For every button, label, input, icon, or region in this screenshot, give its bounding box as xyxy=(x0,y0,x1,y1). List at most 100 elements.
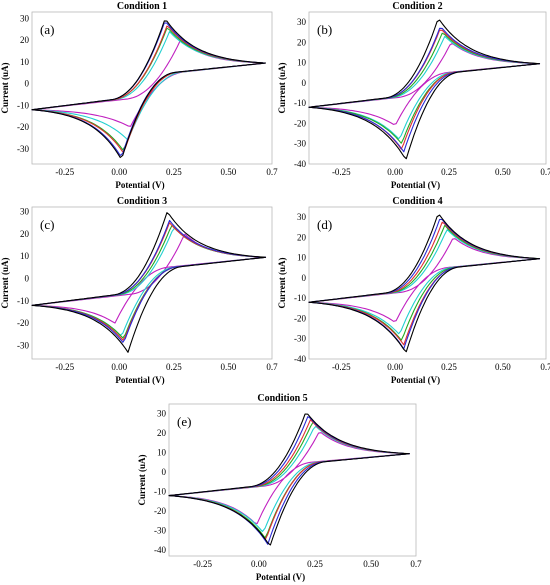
cv-curve xyxy=(308,221,541,346)
plot-frame xyxy=(168,403,417,557)
x-tick-label: 0.00 xyxy=(387,167,403,177)
cv-curve xyxy=(308,35,541,140)
y-tick-label: 20 xyxy=(297,232,307,242)
plot-frame xyxy=(31,11,273,165)
cv-curve xyxy=(31,222,267,341)
y-tick-label: -20 xyxy=(17,318,29,328)
cv-curve xyxy=(308,229,541,335)
cv-curve xyxy=(31,20,267,159)
chart-panel-b: Condition 2 (b) -0.25 0.00 0.25 0.50 0.7 30 20 10… xyxy=(275,0,550,195)
chart-svg-d: Condition 4 (d) -0.25 0.00 0.25 0.50 0.7 30 20 10… xyxy=(277,196,550,385)
y-tick-label: -20 xyxy=(17,122,29,132)
cv-curve xyxy=(31,22,267,156)
chart-title: Condition 5 xyxy=(257,393,307,404)
y-tick-label: -30 xyxy=(154,526,166,536)
cv-curve xyxy=(308,27,541,153)
plot-frame xyxy=(31,206,273,360)
y-tick-label: -20 xyxy=(294,118,306,128)
x-tick-label: 0.50 xyxy=(495,362,511,372)
x-tick-label: 0.50 xyxy=(220,362,236,372)
cv-curve xyxy=(308,238,541,322)
cv-curve xyxy=(308,214,541,353)
cv-curve xyxy=(31,212,267,353)
y-axis-label: Current (uA) xyxy=(137,454,147,505)
x-tick-label: 0.50 xyxy=(220,167,236,177)
cv-curve xyxy=(31,40,267,127)
y-tick-label: 0 xyxy=(25,274,30,284)
x-axis-label: Potential (V) xyxy=(256,572,305,582)
y-axis-label: Current (uA) xyxy=(0,257,10,308)
y-tick-label: 10 xyxy=(297,58,307,68)
panel-label: (a) xyxy=(40,22,54,37)
y-tick-label: 30 xyxy=(20,206,30,216)
plot-frame xyxy=(308,11,547,165)
chart-title: Condition 3 xyxy=(117,196,167,207)
y-tick-label: -20 xyxy=(294,313,306,323)
cv-curve xyxy=(168,419,410,541)
x-tick-label: 0.7 xyxy=(410,559,422,569)
y-tick-label: 10 xyxy=(297,253,307,263)
y-tick-label: -30 xyxy=(17,144,29,154)
cv-curve xyxy=(168,425,410,533)
y-tick-label: 10 xyxy=(20,251,30,261)
y-tick-label: 10 xyxy=(157,448,167,458)
y-tick-label: -10 xyxy=(154,487,166,497)
x-tick-label: 0.00 xyxy=(251,559,267,569)
panel-label: (c) xyxy=(40,217,54,232)
x-axis-label: Potential (V) xyxy=(391,180,440,190)
y-tick-label: 30 xyxy=(297,17,307,27)
cv-curve xyxy=(308,224,541,341)
cv-curve xyxy=(31,31,267,141)
x-tick-label: -0.25 xyxy=(332,167,351,177)
cv-curve xyxy=(31,25,267,153)
x-tick-label: 0.25 xyxy=(166,362,182,372)
y-axis-label: Current (uA) xyxy=(277,62,287,113)
y-tick-label: -30 xyxy=(294,334,306,344)
cv-curve xyxy=(31,227,267,336)
y-tick-label: -30 xyxy=(17,341,29,351)
plot-frame xyxy=(308,206,547,360)
y-tick-label: -30 xyxy=(294,139,306,149)
y-tick-label: 0 xyxy=(162,467,167,477)
x-tick-label: 0.25 xyxy=(441,362,457,372)
cv-curve xyxy=(308,29,541,150)
y-tick-label: -40 xyxy=(294,354,306,364)
x-tick-label: 0.7 xyxy=(540,362,550,372)
cv-curve xyxy=(31,219,267,343)
x-tick-label: -0.25 xyxy=(55,362,74,372)
x-tick-label: 0.7 xyxy=(266,362,278,372)
chart-svg-c: Condition 3 (c) -0.25 0.00 0.25 0.50 0.7 30 20 10… xyxy=(0,196,278,385)
y-tick-label: 20 xyxy=(297,37,307,47)
panel-label: (d) xyxy=(317,217,332,232)
y-tick-label: -40 xyxy=(294,159,306,169)
panel-label: (b) xyxy=(317,22,332,37)
chart-panel-d: Condition 4 (d) -0.25 0.00 0.25 0.50 0.7 30 20 10… xyxy=(275,195,550,390)
chart-panel-a: Condition 1 (a) -0.25 0.00 0.25 0.50 0.7 30 20 10… xyxy=(0,0,278,195)
chart-title: Condition 4 xyxy=(392,196,442,207)
x-tick-label: -0.25 xyxy=(332,362,351,372)
x-tick-label: 0.00 xyxy=(111,362,127,372)
y-tick-label: 0 xyxy=(25,79,30,89)
cv-curve xyxy=(31,27,267,151)
x-tick-label: 0.25 xyxy=(441,167,457,177)
y-tick-label: -10 xyxy=(17,100,29,110)
y-tick-label: 30 xyxy=(297,212,307,222)
chart-panel-e: Condition 5 (e) -0.25 0.00 0.25 0.50 0.7 30 20 10… xyxy=(135,390,422,585)
x-tick-label: 0.25 xyxy=(307,559,323,569)
x-tick-label: 0.25 xyxy=(166,167,182,177)
x-tick-label: 0.50 xyxy=(495,167,511,177)
x-tick-label: -0.25 xyxy=(55,167,74,177)
chart-title: Condition 2 xyxy=(392,1,442,12)
x-tick-label: 0.7 xyxy=(540,167,550,177)
x-tick-label: 0.00 xyxy=(387,362,403,372)
cv-curve xyxy=(168,432,410,525)
y-tick-label: 20 xyxy=(20,35,30,45)
y-tick-label: 30 xyxy=(157,409,167,419)
x-axis-label: Potential (V) xyxy=(391,375,440,385)
x-tick-label: 0.7 xyxy=(266,167,278,177)
panel-label: (e) xyxy=(177,414,191,429)
x-tick-label: 0.50 xyxy=(363,559,379,569)
x-axis-label: Potential (V) xyxy=(115,375,164,385)
x-tick-label: 0.00 xyxy=(111,167,127,177)
y-tick-label: 20 xyxy=(157,428,167,438)
